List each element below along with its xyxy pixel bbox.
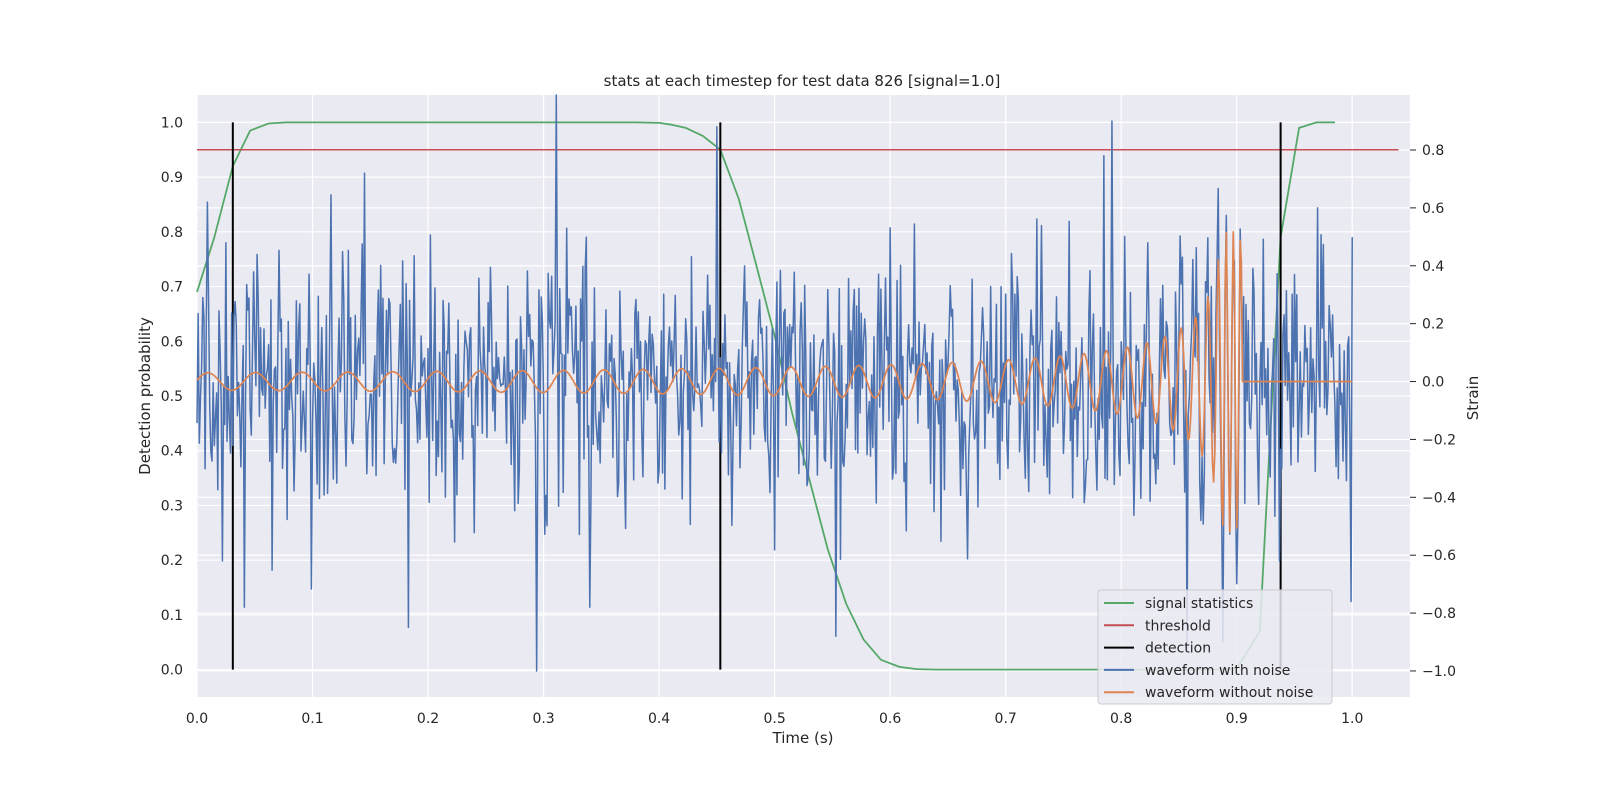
y-left-tick-label: 0.5 [161,389,183,405]
x-tick-label: 0.6 [879,711,901,727]
legend-box [1097,589,1333,705]
y-right-tick-label: 0.4 [1422,259,1444,275]
legend-label: threshold [1145,618,1211,634]
y-right-tick-label: −1.0 [1422,664,1456,680]
y-left-tick-label: 0.6 [161,334,183,350]
y-left-tick-label: 0.0 [161,663,183,679]
y-left-tick-label: 0.7 [161,280,183,296]
y-axis-right-title: Strain [1464,376,1482,420]
x-tick-label: 0.2 [417,711,439,727]
legend-label: waveform with noise [1145,663,1290,679]
legend-label: detection [1145,641,1211,657]
chart-title: stats at each timestep for test data 826… [604,72,1001,90]
y-left-tick-label: 0.4 [161,444,183,460]
y-left-tick-label: 1.0 [161,115,183,131]
x-tick-label: 1.0 [1341,711,1363,727]
ticks: 0.0 0.1 0.2 0.3 0.4 0.5 0.6 0.7 0.8 0.9 1.0 0.0 0.1 0… [161,115,1456,727]
y-right-tick-label: 0.2 [1422,317,1444,333]
x-tick-label: 0.7 [995,711,1017,727]
x-tick-label: 0.1 [301,711,323,727]
x-tick-label: 0.9 [1226,711,1248,727]
y-left-tick-label: 0.8 [161,225,183,241]
x-tick-label: 0.4 [648,711,670,727]
y-left-tick-label: 0.9 [161,170,183,186]
legend-label: waveform without noise [1145,685,1313,701]
y-right-tick-label: −0.4 [1422,490,1456,506]
y-right-tick-label: 0.0 [1422,375,1444,391]
y-left-tick-label: 0.1 [161,608,183,624]
legend: signal statistics threshold detection wavef… [1097,589,1333,705]
series-waveform-with-noise [196,94,1353,672]
legend-label: signal statistics [1145,596,1253,612]
y-right-tick-label: 0.8 [1422,143,1444,159]
x-tick-label: 0.3 [532,711,554,727]
x-axis-title: Time (s) [772,729,834,747]
x-tick-label: 0.8 [1110,711,1132,727]
series-waveform-without-noise [196,230,1353,533]
y-left-tick-label: 0.2 [161,553,183,569]
y-right-tick-label: −0.2 [1422,432,1456,448]
x-tick-label: 0.5 [763,711,785,727]
y-right-tick-label: −0.6 [1422,548,1456,564]
series-layer [196,94,1399,672]
y-left-tick-label: 0.3 [161,498,183,514]
y-right-tick-label: 0.6 [1422,201,1444,217]
y-axis-left-title: Detection probability [136,317,154,475]
y-right-tick-label: −0.8 [1422,606,1456,622]
x-tick-label: 0.0 [186,711,208,727]
